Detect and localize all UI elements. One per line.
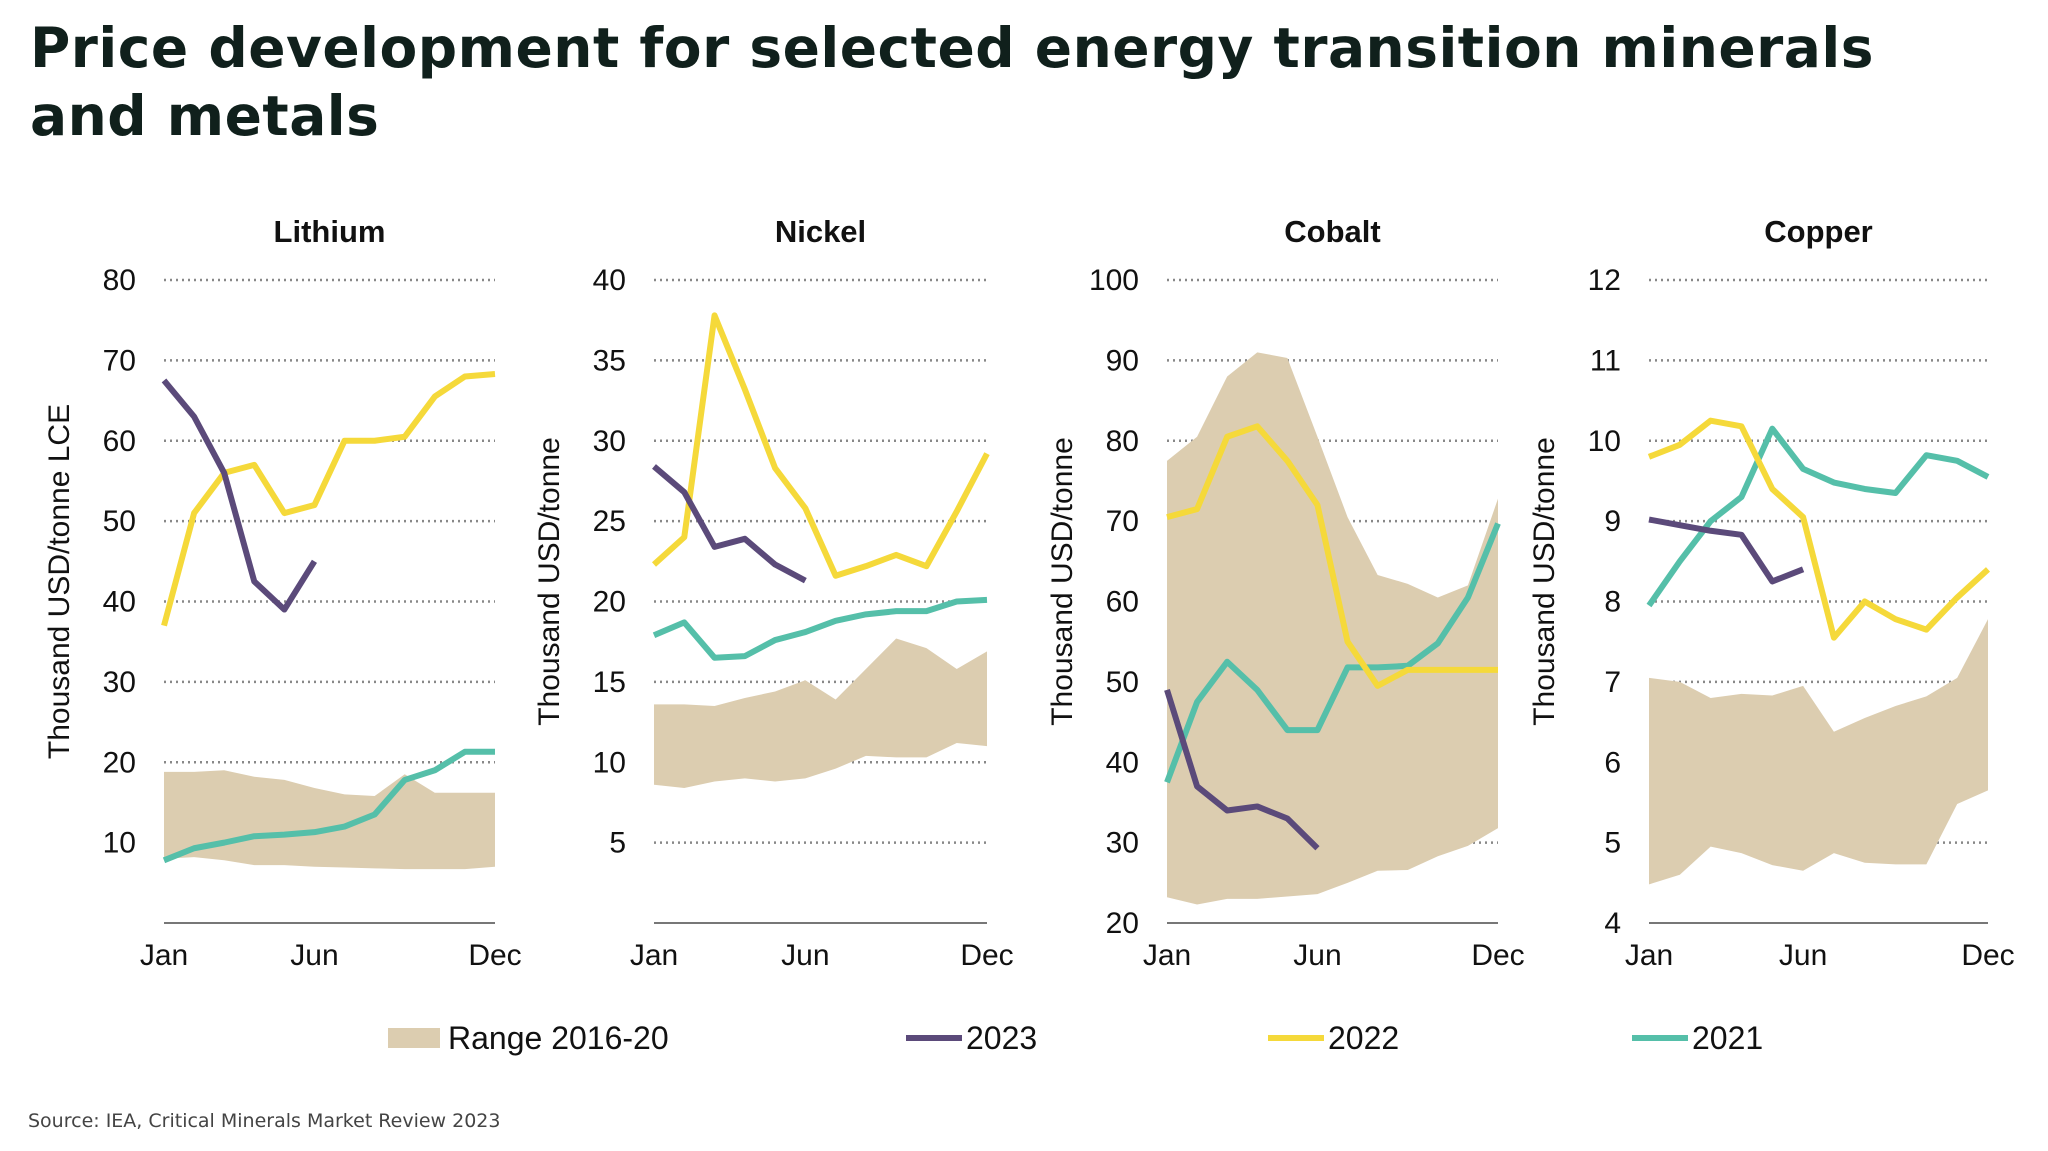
range-2016-20-area: [654, 638, 987, 788]
y-tick-label: 15: [593, 666, 626, 699]
series-2021-line: [1164, 522, 1501, 784]
y-tick-label: 11: [1590, 344, 1621, 377]
range-2016-20-area: [164, 770, 495, 870]
series-2022-line: [161, 371, 496, 627]
panel-nickel: Nickel 5 10 15 20 25 30 35 40 Jan Jun Dec Thousand U…: [533, 214, 1014, 972]
series-2022-line: [651, 312, 990, 579]
y-tick-label: 50: [1106, 666, 1139, 699]
y-tick-label: 30: [593, 425, 626, 458]
series-2021-line: [162, 748, 495, 864]
panel-title: Cobalt: [1284, 214, 1380, 249]
panel-title: Lithium: [274, 214, 386, 249]
series-2023-line: [1648, 516, 1805, 585]
y-tick-label: 20: [103, 746, 136, 779]
y-tick-label: 10: [1588, 425, 1621, 458]
x-tick-label: Jun: [781, 939, 829, 972]
y-tick-label: 40: [103, 586, 136, 619]
x-tick-label: Dec: [1471, 939, 1524, 972]
legend-label: 2021: [1692, 1020, 1763, 1056]
x-tick-label: Jun: [1293, 939, 1341, 972]
legend: Range 2016-20 2023 2022 2021: [388, 1020, 1763, 1056]
y-axis-title: Thousand USD/tonne LCE: [43, 404, 76, 759]
series-2021-line: [652, 596, 988, 661]
series-2023-line: [652, 464, 807, 584]
y-tick-label: 35: [593, 344, 626, 377]
y-tick-label: 10: [103, 827, 136, 860]
legend-label: 2022: [1328, 1020, 1399, 1056]
y-tick-label: 30: [1106, 827, 1139, 860]
y-tick-label: 40: [593, 264, 626, 297]
x-tick-label: Dec: [1961, 939, 2014, 972]
y-axis-title: Thousand USD/tonne: [533, 437, 566, 726]
panel-copper: Copper 4 5 6 7 8 9 10 11 12 Jan Jun Dec Thousand USD/…: [1528, 214, 2015, 972]
y-tick-label: 6: [1604, 746, 1621, 779]
series-2022-line: [1647, 417, 1991, 641]
y-tick-label: 7: [1604, 666, 1621, 699]
y-tick-label: 9: [1604, 505, 1621, 538]
x-tick-label: Jun: [290, 939, 338, 972]
y-tick-label: 60: [103, 425, 136, 458]
y-tick-label: 12: [1588, 264, 1621, 297]
y-axis-title: Thousand USD/tonne: [1528, 437, 1561, 726]
legend-swatch-range: [388, 1028, 440, 1048]
y-tick-label: 60: [1106, 586, 1139, 619]
y-tick-label: 5: [1604, 827, 1621, 860]
y-tick-label: 5: [609, 827, 626, 860]
series-2023-line: [1164, 689, 1320, 851]
y-tick-label: 25: [593, 505, 626, 538]
legend-label: Range 2016-20: [448, 1020, 669, 1056]
panel-cobalt: Cobalt 20 30 40 50 60 70 80 90 100 Jan Jun Dec Thousa…: [1046, 214, 1525, 972]
panel-lithium: Lithium 10 20 30 40 50 60 70 80 Jan Jun Dec Thousand…: [43, 214, 522, 972]
y-tick-label: 90: [1106, 344, 1139, 377]
range-2016-20-area: [1167, 352, 1498, 905]
x-tick-label: Dec: [468, 939, 521, 972]
y-tick-label: 80: [1106, 425, 1139, 458]
y-tick-label: 70: [1106, 505, 1139, 538]
range-2016-20-area: [1649, 619, 1988, 885]
x-tick-label: Jan: [140, 939, 188, 972]
series-2022-line: [1166, 423, 1498, 689]
y-axis-title: Thousand USD/tonne: [1046, 437, 1079, 726]
y-tick-label: 20: [593, 586, 626, 619]
x-tick-label: Jun: [1779, 939, 1827, 972]
y-tick-label: 50: [103, 505, 136, 538]
series-2023-line: [161, 378, 317, 613]
panel-title: Nickel: [775, 214, 866, 249]
y-tick-label: 8: [1604, 586, 1621, 619]
y-tick-label: 20: [1106, 907, 1139, 940]
y-tick-label: 100: [1089, 264, 1139, 297]
y-tick-label: 10: [593, 746, 626, 779]
source-note: Source: IEA, Critical Minerals Market Re…: [28, 1110, 501, 1132]
legend-label: 2023: [966, 1020, 1037, 1056]
y-tick-label: 70: [103, 344, 136, 377]
x-tick-label: Jan: [1625, 939, 1673, 972]
y-tick-label: 4: [1604, 907, 1621, 940]
x-tick-label: Jan: [1143, 939, 1191, 972]
panel-title: Copper: [1764, 214, 1873, 249]
x-tick-label: Jan: [630, 939, 678, 972]
y-tick-label: 40: [1106, 746, 1139, 779]
y-tick-label: 30: [103, 666, 136, 699]
y-tick-label: 80: [103, 264, 136, 297]
page-title: Price development for selected energy tr…: [30, 16, 1874, 148]
x-tick-label: Dec: [960, 939, 1013, 972]
